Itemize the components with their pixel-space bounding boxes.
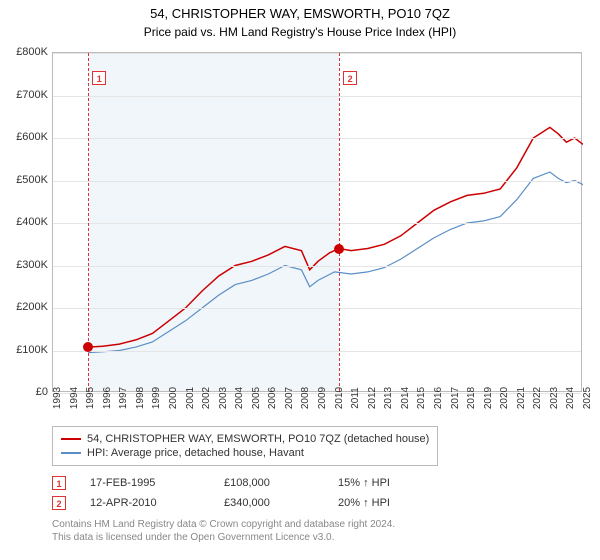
transaction-marker-icon: 1 <box>52 476 66 490</box>
x-tick-label: 1999 <box>151 387 162 409</box>
gridline <box>53 138 581 139</box>
transaction-point-icon <box>83 342 93 352</box>
x-tick-label: 1993 <box>52 387 63 409</box>
x-tick-label: 2005 <box>251 387 262 409</box>
y-tick-label: £700K <box>16 89 48 101</box>
transactions-table: 1 17-FEB-1995 £108,000 15% ↑ HPI 2 12-AP… <box>52 476 582 510</box>
series-line <box>88 127 583 347</box>
x-tick-label: 2014 <box>400 387 411 409</box>
x-tick-label: 2016 <box>433 387 444 409</box>
footnote: Contains HM Land Registry data © Crown c… <box>52 518 582 544</box>
chart-subtitle: Price paid vs. HM Land Registry's House … <box>0 21 600 39</box>
footnote-text: Contains HM Land Registry data © Crown c… <box>52 519 395 530</box>
x-tick-label: 2022 <box>532 387 543 409</box>
y-tick-label: £800K <box>16 46 48 58</box>
transaction-point-icon <box>334 244 344 254</box>
x-tick-label: 2023 <box>549 387 560 409</box>
gridline <box>53 181 581 182</box>
gridline <box>53 53 581 54</box>
transaction-hpi: 15% ↑ HPI <box>338 477 428 489</box>
x-tick-label: 2021 <box>516 387 527 409</box>
x-tick-label: 2000 <box>168 387 179 409</box>
y-tick-label: £0 <box>36 386 48 398</box>
footnote-text: This data is licensed under the Open Gov… <box>52 532 334 543</box>
transaction-marker-icon: 2 <box>343 71 357 85</box>
legend-item: 54, CHRISTOPHER WAY, EMSWORTH, PO10 7QZ … <box>61 433 429 445</box>
transaction-date: 12-APR-2010 <box>90 497 200 509</box>
x-tick-label: 2009 <box>317 387 328 409</box>
transaction-date: 17-FEB-1995 <box>90 477 200 489</box>
x-tick-label: 2018 <box>466 387 477 409</box>
x-tick-label: 2012 <box>367 387 378 409</box>
x-tick-label: 2001 <box>185 387 196 409</box>
y-tick-label: £300K <box>16 259 48 271</box>
x-tick-label: 2024 <box>565 387 576 409</box>
gridline <box>53 223 581 224</box>
gridline <box>53 96 581 97</box>
x-tick-label: 1997 <box>118 387 129 409</box>
y-tick-label: £600K <box>16 131 48 143</box>
x-tick-label: 2003 <box>218 387 229 409</box>
chart-title: 54, CHRISTOPHER WAY, EMSWORTH, PO10 7QZ <box>0 0 600 21</box>
table-row: 2 12-APR-2010 £340,000 20% ↑ HPI <box>52 496 582 510</box>
x-tick-label: 2007 <box>284 387 295 409</box>
legend-item: HPI: Average price, detached house, Hava… <box>61 447 429 459</box>
chart-container: 54, CHRISTOPHER WAY, EMSWORTH, PO10 7QZ … <box>0 0 600 560</box>
x-tick-label: 2006 <box>267 387 278 409</box>
x-tick-label: 2010 <box>334 387 345 409</box>
transaction-price: £340,000 <box>224 497 314 509</box>
transaction-vline <box>88 53 89 391</box>
legend-box: 54, CHRISTOPHER WAY, EMSWORTH, PO10 7QZ … <box>52 426 438 466</box>
transaction-vline <box>339 53 340 391</box>
gridline <box>53 351 581 352</box>
legend-swatch <box>61 438 81 440</box>
x-tick-label: 2025 <box>582 387 593 409</box>
y-tick-label: £400K <box>16 216 48 228</box>
legend-label: HPI: Average price, detached house, Hava… <box>87 447 304 459</box>
x-tick-label: 2011 <box>350 387 361 409</box>
legend-and-footer: 54, CHRISTOPHER WAY, EMSWORTH, PO10 7QZ … <box>52 426 582 544</box>
x-tick-label: 2013 <box>383 387 394 409</box>
gridline <box>53 266 581 267</box>
transaction-price: £108,000 <box>224 477 314 489</box>
legend-swatch <box>61 452 81 454</box>
transaction-marker-icon: 2 <box>52 496 66 510</box>
x-tick-label: 2008 <box>300 387 311 409</box>
gridline <box>53 308 581 309</box>
y-tick-label: £200K <box>16 301 48 313</box>
transaction-hpi: 20% ↑ HPI <box>338 497 428 509</box>
x-tick-label: 2004 <box>234 387 245 409</box>
x-tick-label: 2020 <box>499 387 510 409</box>
x-tick-label: 2015 <box>416 387 427 409</box>
table-row: 1 17-FEB-1995 £108,000 15% ↑ HPI <box>52 476 582 490</box>
x-tick-label: 2019 <box>483 387 494 409</box>
x-tick-label: 1995 <box>85 387 96 409</box>
y-tick-label: £500K <box>16 174 48 186</box>
x-tick-label: 1996 <box>102 387 113 409</box>
x-tick-label: 2002 <box>201 387 212 409</box>
legend-label: 54, CHRISTOPHER WAY, EMSWORTH, PO10 7QZ … <box>87 433 429 445</box>
x-tick-label: 2017 <box>450 387 461 409</box>
x-tick-label: 1998 <box>135 387 146 409</box>
x-tick-label: 1994 <box>69 387 80 409</box>
y-tick-label: £100K <box>16 344 48 356</box>
plot-area: 12 <box>52 52 582 392</box>
chart-area: 12 £0£100K£200K£300K£400K£500K£600K£700K… <box>52 52 582 392</box>
transaction-marker-icon: 1 <box>92 71 106 85</box>
